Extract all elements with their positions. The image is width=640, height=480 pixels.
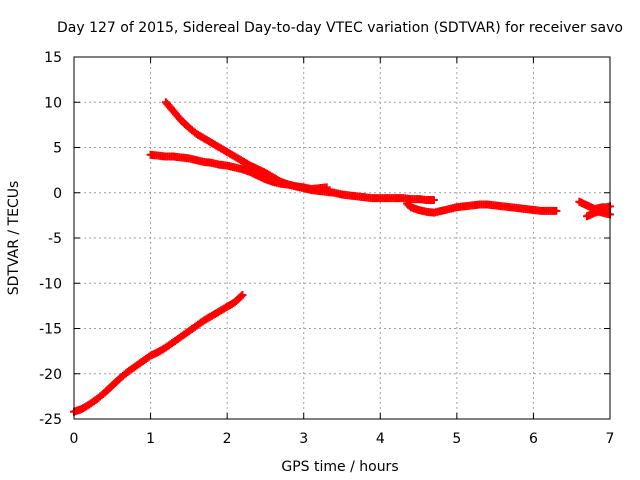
y-tick-label: 15 [44,50,62,66]
x-tick-label: 1 [146,431,155,447]
x-tick-label: 7 [606,431,615,447]
plot-frame [73,56,611,420]
axis-ticks: 0 1 2 3 4 5 6 7 -25 -20 -15 -10 -5 0 5 10 15 [39,50,614,447]
data-point [429,195,438,204]
x-axis-label: GPS time / hours [281,459,398,475]
y-tick-label: -15 [39,322,62,338]
y-tick-label: 10 [44,95,62,111]
x-tick-label: 6 [529,431,538,447]
y-tick-label: 5 [53,141,62,157]
data-points [70,98,614,416]
y-tick-label: -20 [39,367,62,383]
y-tick-label: -25 [39,412,62,428]
chart-title: Day 127 of 2015, Sidereal Day-to-day VTE… [57,20,623,36]
y-axis-label: SDTVAR / TECUs [6,181,22,296]
data-point [552,206,561,215]
data-point [237,292,246,301]
y-tick-label: -5 [48,231,62,247]
x-tick-label: 2 [223,431,232,447]
y-tick-label: 0 [53,186,62,202]
grid [74,57,610,419]
x-tick-label: 0 [70,431,79,447]
data-point [238,291,247,300]
x-tick-label: 5 [452,431,461,447]
x-tick-label: 3 [299,431,308,447]
y-tick-label: -10 [39,276,62,292]
x-tick-label: 4 [376,431,385,447]
